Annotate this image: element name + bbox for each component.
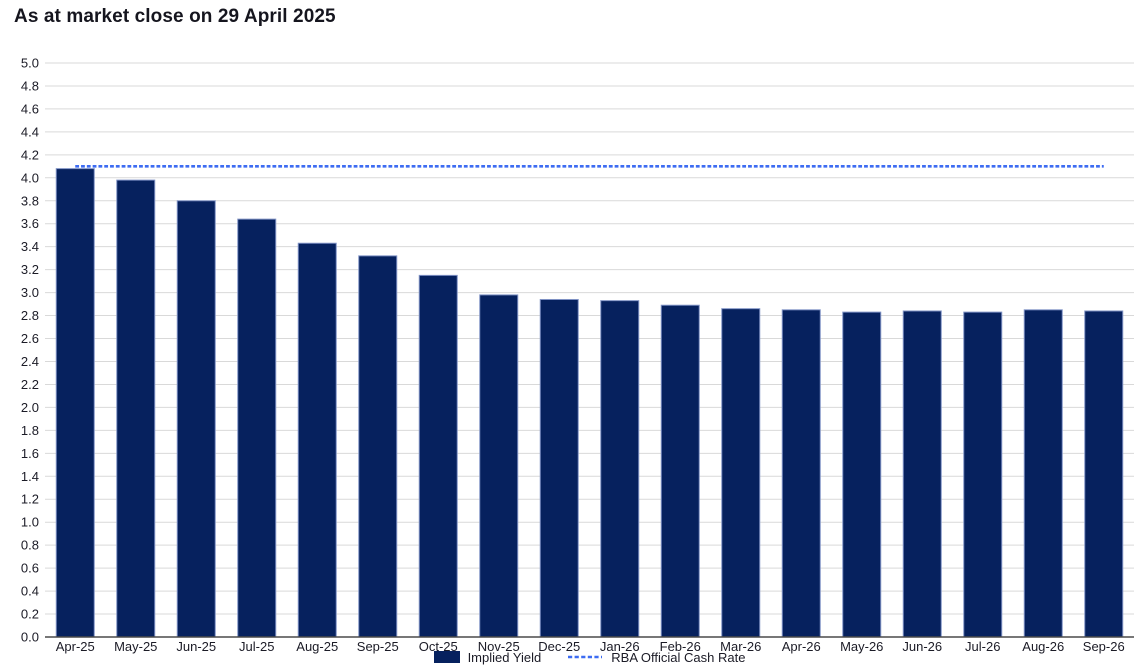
bar-Jan-26 [600, 300, 640, 638]
y-tick-label-3.2: 3.2 [21, 262, 39, 277]
bar-May-25 [116, 179, 156, 638]
bar-May-26 [842, 311, 882, 638]
legend-item-implied-yield: Implied Yield [433, 649, 542, 665]
implied-yield-legend-label: Implied Yield [467, 649, 542, 665]
implied-yield-swatch [433, 651, 460, 663]
x-tick-label-Apr-25: Apr-25 [56, 639, 95, 654]
rba-cash-rate-swatch [568, 655, 603, 659]
bar-Dec-25 [539, 298, 579, 638]
y-tick-label-3.6: 3.6 [21, 216, 39, 231]
x-tick-label-Feb-26: Feb-26 [660, 639, 701, 654]
x-tick-label-Jun-26: Jun-26 [902, 639, 942, 654]
bar-Sep-25 [358, 255, 398, 638]
y-tick-label-3.8: 3.8 [21, 193, 39, 208]
y-tick-label-4.2: 4.2 [21, 147, 39, 162]
y-tick-label-5.0: 5.0 [21, 56, 39, 71]
x-tick-label-Jan-26: Jan-26 [600, 639, 640, 654]
x-tick-label-Dec-25: Dec-25 [538, 639, 580, 654]
y-tick-label-2.4: 2.4 [21, 354, 39, 369]
x-tick-label-Nov-25: Nov-25 [478, 639, 520, 654]
chart-title: As at market close on 29 April 2025 [14, 6, 336, 27]
bar-Mar-26 [721, 308, 761, 638]
y-tick-label-1.4: 1.4 [21, 469, 39, 484]
x-tick-label-Sep-25: Sep-25 [357, 639, 399, 654]
y-tick-label-3.0: 3.0 [21, 285, 39, 300]
x-tick-label-Oct-25: Oct-25 [419, 639, 458, 654]
bar-Jun-25 [176, 200, 216, 638]
bar-Sep-26 [1084, 310, 1124, 638]
x-tick-label-May-26: May-26 [840, 639, 883, 654]
y-tick-label-2.2: 2.2 [21, 377, 39, 392]
rba-cash-rate-legend-label: RBA Official Cash Rate [611, 649, 746, 665]
bar-Apr-26 [781, 309, 821, 638]
y-tick-label-2.0: 2.0 [21, 400, 39, 415]
y-tick-label-3.4: 3.4 [21, 239, 39, 254]
bar-Aug-26 [1023, 309, 1063, 638]
bar-Jul-26 [963, 311, 1003, 638]
y-tick-label-1.0: 1.0 [21, 515, 39, 530]
x-tick-label-Sep-26: Sep-26 [1083, 639, 1125, 654]
bar-Jun-26 [902, 310, 942, 638]
y-tick-label-0.8: 0.8 [21, 538, 39, 553]
y-tick-label-4.8: 4.8 [21, 78, 39, 93]
bar-Apr-25 [55, 168, 95, 638]
x-tick-label-Jul-25: Jul-25 [239, 639, 274, 654]
bar-Jul-25 [237, 218, 277, 638]
y-tick-label-0.6: 0.6 [21, 561, 39, 576]
y-tick-label-0.0: 0.0 [21, 630, 39, 645]
x-tick-label-Aug-26: Aug-26 [1022, 639, 1064, 654]
bar-Feb-26 [660, 304, 700, 638]
y-tick-label-1.2: 1.2 [21, 492, 39, 507]
x-tick-label-May-25: May-25 [114, 639, 157, 654]
x-tick-label-Jun-25: Jun-25 [176, 639, 216, 654]
y-tick-label-4.6: 4.6 [21, 101, 39, 116]
x-tick-label-Apr-26: Apr-26 [782, 639, 821, 654]
legend-item-rba-cash-rate: RBA Official Cash Rate [567, 650, 745, 665]
y-tick-label-2.6: 2.6 [21, 331, 39, 346]
y-tick-label-4.0: 4.0 [21, 170, 39, 185]
y-tick-label-0.2: 0.2 [21, 607, 39, 622]
x-tick-label-Aug-25: Aug-25 [296, 639, 338, 654]
y-tick-label-4.4: 4.4 [21, 124, 39, 139]
y-tick-label-1.6: 1.6 [21, 446, 39, 461]
y-tick-label-1.8: 1.8 [21, 423, 39, 438]
bar-Oct-25 [418, 274, 458, 638]
x-tick-label-Mar-26: Mar-26 [720, 639, 761, 654]
y-tick-label-2.8: 2.8 [21, 308, 39, 323]
bar-Aug-25 [297, 242, 337, 638]
bar-Nov-25 [479, 294, 519, 638]
x-tick-label-Jul-26: Jul-26 [965, 639, 1000, 654]
chart-legend: Implied Yield RBA Official Cash Rate [45, 649, 1134, 665]
y-tick-label-0.4: 0.4 [21, 584, 39, 599]
